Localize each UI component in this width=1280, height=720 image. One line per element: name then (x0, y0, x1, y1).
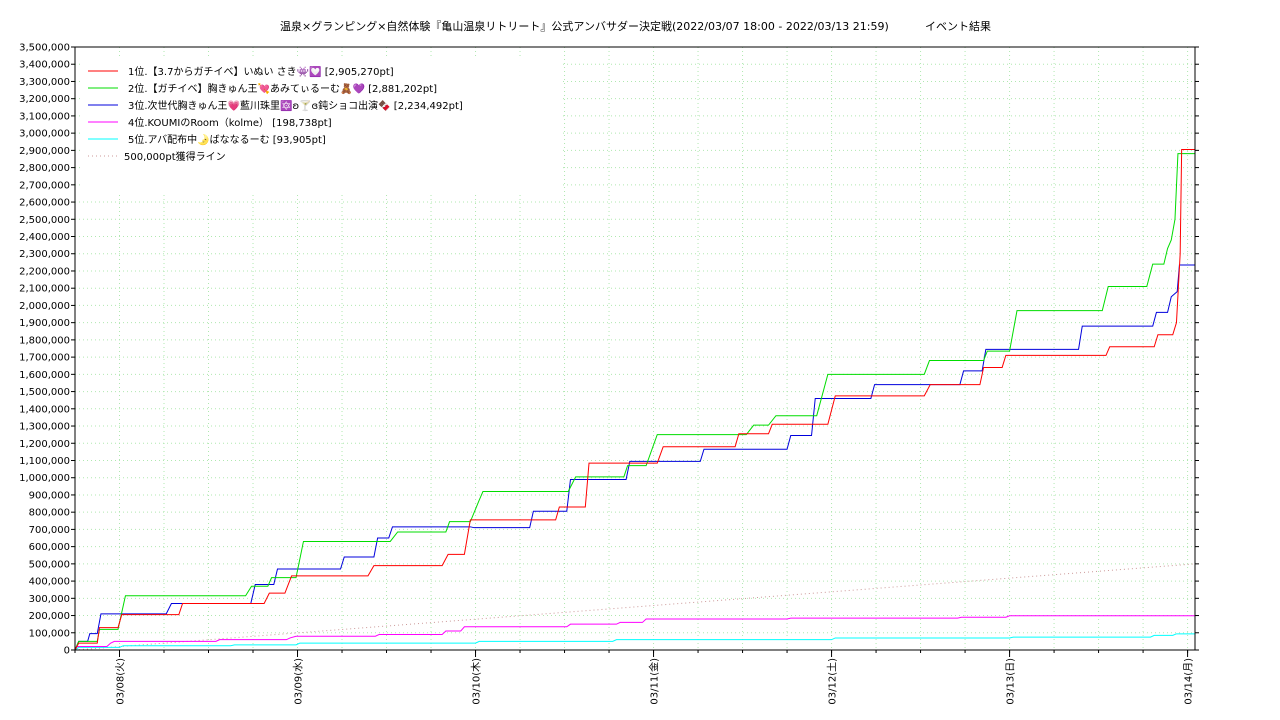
series-line-2 (74, 153, 1195, 651)
legend-label: 2位.【ガチイベ】胸きゅん王💘あみてぃるーむ🧸💜 [2,881,202pt] (128, 82, 437, 95)
y-tick-label: 2,500,000 (19, 215, 70, 226)
x-tick-label: 03/13(日) (1006, 658, 1017, 705)
y-tick-label: 3,100,000 (19, 111, 70, 122)
series-line-4 (74, 615, 1195, 651)
legend-label: 1位.【3.7からガチイベ】いぬい さき👾💟 [2,905,270pt] (128, 65, 394, 78)
y-tick-label: 2,600,000 (19, 198, 70, 209)
y-tick-label: 2,300,000 (19, 249, 70, 260)
y-tick-label: 3,400,000 (19, 60, 70, 71)
y-tick-label: 3,200,000 (19, 94, 70, 105)
y-tick-label: 2,000,000 (19, 301, 70, 312)
series-line-1 (74, 148, 1195, 651)
y-tick-label: 200,000 (29, 611, 70, 622)
y-tick-label: 1,600,000 (19, 370, 70, 381)
x-tick-label: 03/12(土) (826, 658, 839, 705)
y-tick-label: 2,400,000 (19, 232, 70, 243)
series-line-6 (74, 563, 1196, 651)
y-tick-label: 800,000 (29, 508, 70, 519)
y-tick-label: 400,000 (29, 577, 70, 588)
y-tick-label: 600,000 (29, 542, 70, 553)
y-tick-label: 2,800,000 (19, 163, 70, 174)
y-tick-label: 1,800,000 (19, 335, 70, 346)
y-tick-label: 1,300,000 (19, 422, 70, 433)
y-tick-label: 0 (64, 646, 70, 657)
legend-label: 5位.アバ配布中🌛ばななるーむ [93,905pt] (128, 133, 326, 146)
legend: 1位.【3.7からガチイベ】いぬい さき👾💟 [2,905,270pt] 2位.【… (81, 58, 561, 192)
y-tick-label: 1,700,000 (19, 353, 70, 364)
legend-label: 3位.次世代胸きゅん王💗藍川珠里🔯ʚ🍸ɞ鈍ショコ出演🍫 [2,234,492pt… (128, 99, 463, 112)
y-tick-label: 1,900,000 (19, 318, 70, 329)
y-tick-label: 2,900,000 (19, 146, 70, 157)
y-tick-label: 3,500,000 (19, 43, 70, 54)
legend-label: 500,000pt獲得ライン (124, 150, 226, 163)
y-tick-label: 900,000 (29, 490, 70, 501)
series-lines (74, 148, 1196, 651)
y-tick-label: 1,000,000 (19, 473, 70, 484)
legend-box (81, 58, 561, 192)
y-tick-label: 2,200,000 (19, 266, 70, 277)
axes: 0 100,000 200,000 300,000 400,000 500,000 600,… (19, 43, 1199, 705)
chart-title: 温泉×グランピング×自然体験『亀山温泉リトリート』公式アンバサダー決定戦(202… (280, 19, 889, 33)
y-tick-label: 700,000 (29, 525, 70, 536)
chart-title-result: イベント結果 (925, 19, 991, 33)
y-tick-label: 100,000 (29, 628, 70, 639)
y-tick-label: 1,500,000 (19, 387, 70, 398)
x-tick-label: 03/09(水) (293, 658, 305, 705)
y-tick-label: 500,000 (29, 559, 70, 570)
x-tick-label: 03/14(月) (1183, 658, 1195, 705)
x-tick-label: 03/11(金) (648, 658, 661, 705)
y-tick-label: 3,000,000 (19, 129, 70, 140)
y-tick-label: 2,100,000 (19, 284, 70, 295)
y-tick-label: 300,000 (29, 594, 70, 605)
x-tick-label: 03/10(木) (471, 658, 483, 705)
series-line-5 (74, 633, 1195, 651)
y-tick-label: 1,200,000 (19, 439, 70, 450)
y-tick-label: 3,300,000 (19, 77, 70, 88)
x-tick-label: 03/08(火) (115, 658, 127, 705)
y-tick-label: 2,700,000 (19, 180, 70, 191)
plot-frame (74, 46, 1196, 651)
y-tick-label: 1,400,000 (19, 404, 70, 415)
y-tick-label: 1,100,000 (19, 456, 70, 467)
legend-label: 4位.KOUMIのRoom（kolme） [198,738pt] (128, 116, 332, 129)
